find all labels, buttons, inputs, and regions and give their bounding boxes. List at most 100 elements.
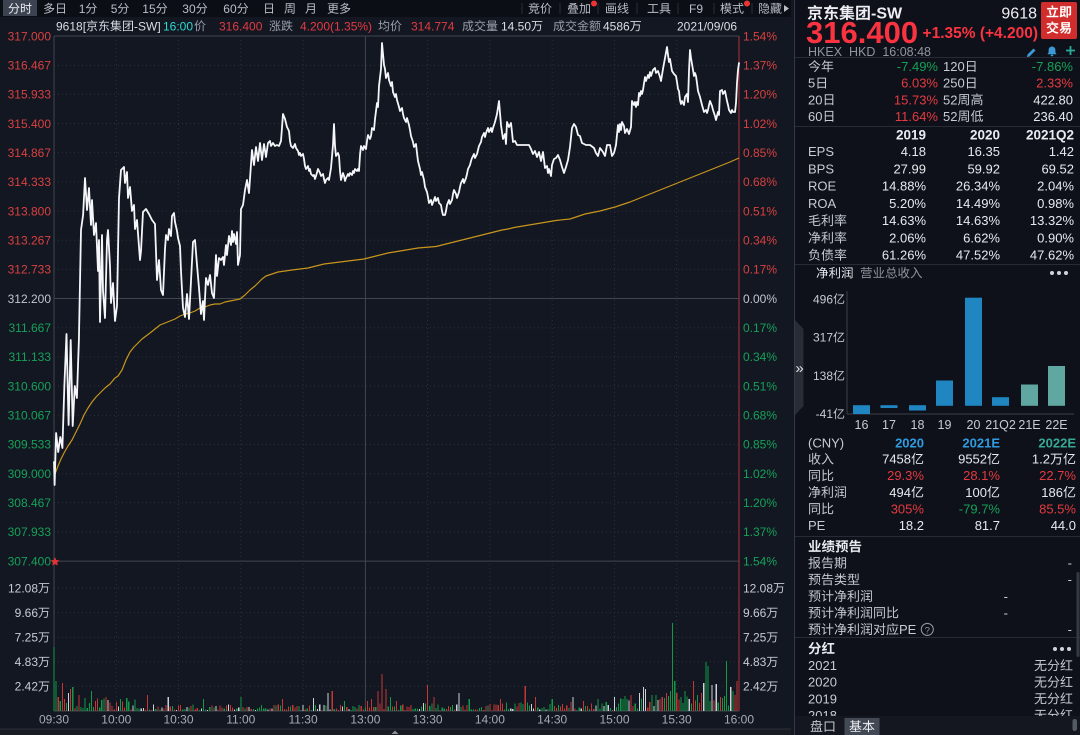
svg-text:0.68%: 0.68% xyxy=(743,409,777,423)
svg-text:28.1%: 28.1% xyxy=(963,468,1000,483)
svg-text:1.02%: 1.02% xyxy=(743,117,777,131)
svg-text:7.25: 7.25 xyxy=(15,631,39,645)
svg-text:2021/09/06: 2021/09/06 xyxy=(677,19,737,33)
svg-text:13:00: 13:00 xyxy=(350,712,380,726)
svg-text:2020: 2020 xyxy=(808,675,837,690)
svg-text:1.42: 1.42 xyxy=(1049,144,1074,159)
svg-text:15: 15 xyxy=(142,2,156,16)
svg-text:1.37%: 1.37% xyxy=(743,525,777,539)
svg-text:1.20%: 1.20% xyxy=(743,88,777,102)
svg-text:09:30: 09:30 xyxy=(39,712,69,726)
svg-text:4.200(1.35%): 4.200(1.35%) xyxy=(300,19,372,33)
svg-text:-: - xyxy=(1068,622,1072,637)
svg-text:422.80: 422.80 xyxy=(1033,92,1073,107)
svg-text:10:30: 10:30 xyxy=(163,712,193,726)
svg-text:307.400: 307.400 xyxy=(8,554,52,568)
svg-text:311.133: 311.133 xyxy=(9,350,52,364)
svg-text:9.66: 9.66 xyxy=(15,606,39,620)
svg-text:0.00%: 0.00% xyxy=(743,292,777,306)
svg-text:16:00: 16:00 xyxy=(724,712,754,726)
svg-text:0.85%: 0.85% xyxy=(743,438,777,452)
svg-text:250: 250 xyxy=(943,76,965,91)
svg-text:5: 5 xyxy=(808,76,815,91)
svg-text:2021: 2021 xyxy=(808,658,837,673)
svg-text:1.20%: 1.20% xyxy=(743,496,777,510)
svg-text:12.08: 12.08 xyxy=(743,581,773,595)
svg-text:26.34%: 26.34% xyxy=(956,179,1001,194)
svg-text:-SW: -SW xyxy=(871,6,903,23)
svg-text:307.933: 307.933 xyxy=(8,525,52,539)
svg-text:-7.49%: -7.49% xyxy=(897,59,939,74)
svg-text:15:30: 15:30 xyxy=(662,712,692,726)
svg-text:15:00: 15:00 xyxy=(599,712,629,726)
svg-text:14.50: 14.50 xyxy=(501,19,531,33)
svg-text:2.04%: 2.04% xyxy=(1037,179,1074,194)
svg-text:7458: 7458 xyxy=(882,452,911,467)
svg-text:100: 100 xyxy=(965,485,987,500)
svg-text:6.62%: 6.62% xyxy=(963,230,1000,245)
svg-text:16:00: 16:00 xyxy=(163,19,193,33)
svg-text:16.35: 16.35 xyxy=(967,144,1000,159)
svg-text:0.98%: 0.98% xyxy=(1037,196,1074,211)
svg-text:313.267: 313.267 xyxy=(8,233,52,247)
svg-text:HKEX HKD 16:08:48: HKEX HKD 16:08:48 xyxy=(808,45,931,59)
svg-text:-79.7%: -79.7% xyxy=(959,501,1001,516)
svg-text:314.333: 314.333 xyxy=(8,175,52,189)
svg-text:138: 138 xyxy=(813,369,833,383)
svg-text:0.34%: 0.34% xyxy=(743,350,777,364)
svg-text:0.85%: 0.85% xyxy=(743,146,777,160)
svg-text:2021Q2: 2021Q2 xyxy=(1026,127,1074,142)
svg-text:316.400: 316.400 xyxy=(219,19,263,33)
svg-text:1.37%: 1.37% xyxy=(743,58,777,72)
svg-text:-SW]: -SW] xyxy=(134,19,161,33)
svg-text:14:00: 14:00 xyxy=(475,712,505,726)
svg-text:305%: 305% xyxy=(891,501,925,516)
svg-text:29.3%: 29.3% xyxy=(887,468,924,483)
svg-text:27.99: 27.99 xyxy=(893,161,926,176)
svg-text:0.51%: 0.51% xyxy=(743,204,777,218)
svg-text:18.2: 18.2 xyxy=(899,518,924,533)
svg-text:-: - xyxy=(1004,605,1008,620)
svg-text:11.64%: 11.64% xyxy=(895,109,939,124)
svg-text:4.83: 4.83 xyxy=(743,655,767,669)
svg-text:15.73%: 15.73% xyxy=(894,92,939,107)
svg-text:236.40: 236.40 xyxy=(1033,109,1073,124)
svg-text:44.0: 44.0 xyxy=(1051,518,1076,533)
svg-text:1.54%: 1.54% xyxy=(743,554,777,568)
svg-text:14.63%: 14.63% xyxy=(882,213,927,228)
svg-text:13.32%: 13.32% xyxy=(1030,213,1075,228)
svg-text:1.02%: 1.02% xyxy=(743,467,777,481)
svg-text:1.2: 1.2 xyxy=(1032,452,1050,467)
svg-text:60: 60 xyxy=(223,2,237,16)
svg-text:1: 1 xyxy=(79,2,86,16)
svg-text:PE: PE xyxy=(899,622,917,637)
svg-text:314.774: 314.774 xyxy=(411,19,455,33)
svg-text:11:00: 11:00 xyxy=(226,712,255,726)
svg-text:1.54%: 1.54% xyxy=(743,29,777,43)
svg-text:20: 20 xyxy=(808,92,822,107)
svg-text:+1.35% (+4.200): +1.35% (+4.200) xyxy=(923,25,1038,42)
svg-text:18: 18 xyxy=(911,418,925,432)
svg-text:9.66: 9.66 xyxy=(743,606,767,620)
svg-text:312.733: 312.733 xyxy=(8,263,52,277)
svg-text:22E: 22E xyxy=(1045,418,1067,432)
svg-text:19: 19 xyxy=(938,418,952,432)
svg-text:312.200: 312.200 xyxy=(8,292,52,306)
svg-text:2022E: 2022E xyxy=(1038,436,1076,451)
svg-text:»: » xyxy=(795,360,803,377)
svg-text:14:30: 14:30 xyxy=(537,712,567,726)
svg-text:12.08: 12.08 xyxy=(8,581,38,595)
svg-text:2020: 2020 xyxy=(970,127,1000,142)
svg-text:315.400: 315.400 xyxy=(8,117,52,131)
svg-text:0.17%: 0.17% xyxy=(743,321,777,335)
svg-text:(CNY): (CNY) xyxy=(808,436,844,451)
svg-text:0.51%: 0.51% xyxy=(743,379,777,393)
svg-text:47.52%: 47.52% xyxy=(956,248,1001,263)
svg-text:-: - xyxy=(1068,556,1072,571)
svg-text:186: 186 xyxy=(1041,485,1063,500)
svg-text:309.000: 309.000 xyxy=(8,467,52,481)
svg-text:496: 496 xyxy=(813,292,833,306)
svg-text:10:00: 10:00 xyxy=(101,712,131,726)
svg-text:0.90%: 0.90% xyxy=(1037,230,1074,245)
svg-text:4586: 4586 xyxy=(603,19,630,33)
